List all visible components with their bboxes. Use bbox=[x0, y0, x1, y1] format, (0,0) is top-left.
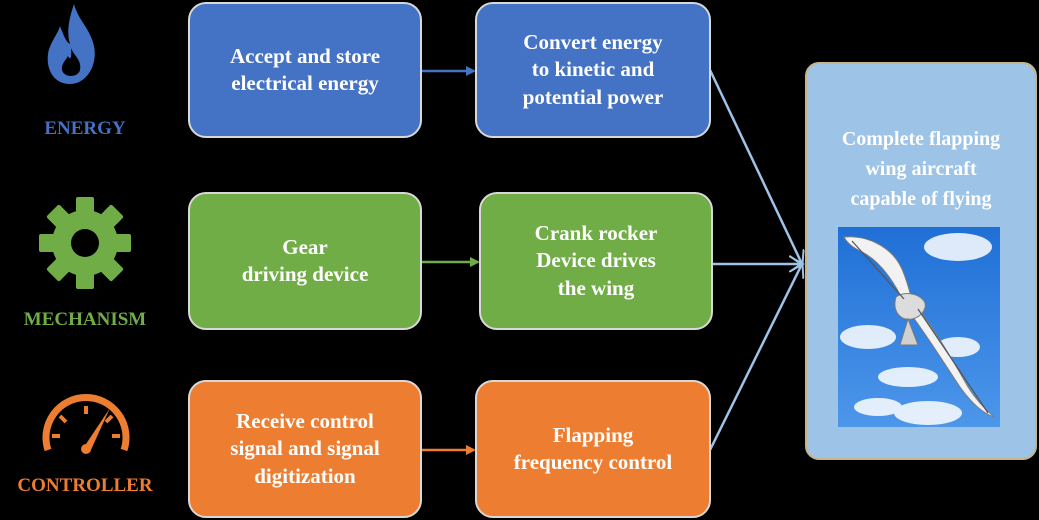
result-label: Complete flapping wing aircraft capable … bbox=[841, 128, 1001, 210]
controller-step-2-box: Flapping frequency control bbox=[475, 380, 711, 518]
energy-step-2-box: Convert energy to kinetic and potential … bbox=[475, 2, 711, 138]
energy-step-1-box: Accept and store electrical energy bbox=[188, 2, 422, 138]
mechanism-step-1-box: Gear driving device bbox=[188, 192, 422, 330]
category-label-controller: CONTROLLER bbox=[17, 475, 153, 496]
arrow-energy-to-result bbox=[708, 69, 802, 264]
flapping-wing-aircraft-photo bbox=[838, 227, 1000, 427]
gear-icon bbox=[39, 197, 131, 289]
arrow-controller-to-result bbox=[708, 264, 802, 451]
mechanism-step-2-box: Crank rocker Device drives the wing bbox=[479, 192, 713, 330]
speedometer-icon bbox=[42, 394, 130, 454]
flame-icon bbox=[47, 4, 95, 84]
category-label-energy: ENERGY bbox=[44, 118, 126, 139]
controller-step-1-box: Receive control signal and signal digiti… bbox=[188, 380, 422, 518]
category-label-mechanism: MECHANISM bbox=[23, 309, 147, 330]
